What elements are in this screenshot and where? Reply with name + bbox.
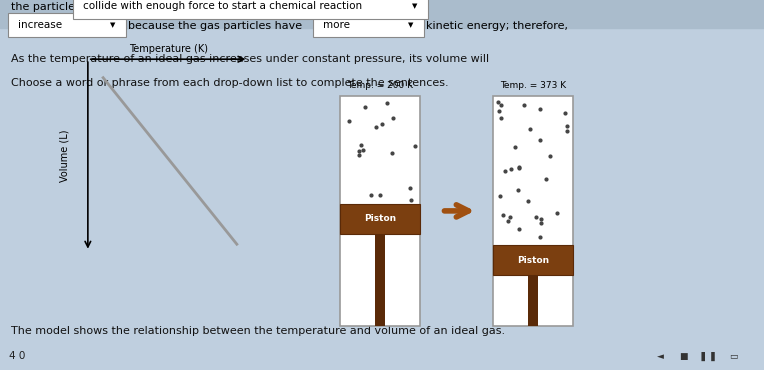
Text: ◄: ◄ (658, 352, 664, 361)
Text: ▼: ▼ (110, 22, 116, 28)
Text: increase: increase (18, 20, 62, 30)
Text: Piston: Piston (516, 256, 549, 265)
Bar (340, 204, 420, 234)
Bar (0, 0, 764, 28)
Text: Volume (L): Volume (L) (60, 129, 70, 182)
Text: Temperature (K): Temperature (K) (128, 44, 208, 54)
Text: because the gas particles have: because the gas particles have (128, 21, 303, 31)
Text: Piston: Piston (364, 215, 397, 223)
Bar (528, 275, 538, 326)
Text: As the temperature of an ideal gas increases under constant pressure, its volume: As the temperature of an ideal gas incre… (11, 54, 490, 64)
Bar (340, 96, 420, 326)
Text: ▼: ▼ (412, 3, 418, 10)
Bar (375, 234, 385, 326)
Text: kinetic energy; therefore,: kinetic energy; therefore, (426, 21, 568, 31)
Text: more: more (323, 20, 350, 30)
Bar (493, 96, 573, 326)
FancyBboxPatch shape (73, 0, 428, 18)
Text: ▐ ▐: ▐ ▐ (698, 352, 715, 361)
Text: ▼: ▼ (408, 22, 414, 28)
Text: Temp. = 373 K: Temp. = 373 K (500, 81, 566, 90)
Text: ■: ■ (679, 352, 688, 361)
Text: The model shows the relationship between the temperature and volume of an ideal : The model shows the relationship between… (11, 326, 506, 336)
FancyBboxPatch shape (313, 13, 424, 37)
Text: Temp. = 200 K: Temp. = 200 K (347, 81, 413, 90)
Bar (493, 245, 573, 275)
Text: the particles: the particles (11, 3, 81, 13)
Text: ▭: ▭ (729, 352, 738, 361)
Text: Choose a word or phrase from each drop-down list to complete the sentences.: Choose a word or phrase from each drop-d… (11, 78, 449, 88)
Text: collide with enough force to start a chemical reaction: collide with enough force to start a che… (83, 1, 361, 11)
FancyBboxPatch shape (8, 13, 126, 37)
Text: 4 0: 4 0 (9, 351, 25, 361)
